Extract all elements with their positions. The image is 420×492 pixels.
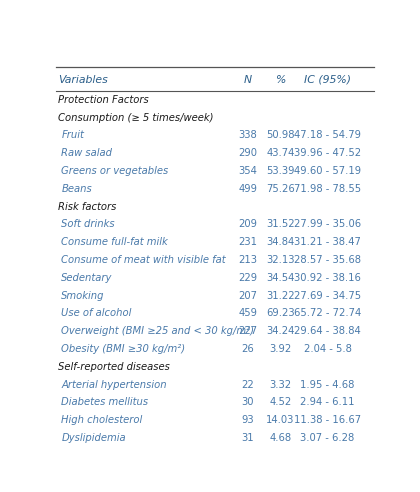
Text: Sedentary: Sedentary <box>61 273 113 283</box>
Text: 34.84: 34.84 <box>266 237 294 247</box>
Text: 71.98 - 78.55: 71.98 - 78.55 <box>294 184 361 194</box>
Text: 31: 31 <box>241 433 254 443</box>
Text: 499: 499 <box>238 184 257 194</box>
Text: 53.39: 53.39 <box>266 166 294 176</box>
Text: Risk factors: Risk factors <box>58 202 116 212</box>
Text: 49.60 - 57.19: 49.60 - 57.19 <box>294 166 361 176</box>
Text: %: % <box>275 75 286 85</box>
Text: 3.07 - 6.28: 3.07 - 6.28 <box>300 433 354 443</box>
Text: Dyslipidemia: Dyslipidemia <box>61 433 126 443</box>
Text: 354: 354 <box>239 166 257 176</box>
Text: 30.92 - 38.16: 30.92 - 38.16 <box>294 273 361 283</box>
Text: 22: 22 <box>241 380 254 390</box>
Text: 231: 231 <box>238 237 257 247</box>
Text: 338: 338 <box>239 130 257 140</box>
Text: Raw salad: Raw salad <box>61 148 112 158</box>
Text: Consume of meat with visible fat: Consume of meat with visible fat <box>61 255 226 265</box>
Text: 39.96 - 47.52: 39.96 - 47.52 <box>294 148 361 158</box>
Text: 4.68: 4.68 <box>269 433 291 443</box>
Text: Smoking: Smoking <box>61 291 105 301</box>
Text: 3.32: 3.32 <box>269 380 291 390</box>
Text: 69.23: 69.23 <box>266 308 295 318</box>
Text: 459: 459 <box>238 308 257 318</box>
Text: 27.69 - 34.75: 27.69 - 34.75 <box>294 291 361 301</box>
Text: Overweight (BMI ≥25 and < 30 kg/m²): Overweight (BMI ≥25 and < 30 kg/m²) <box>61 326 254 336</box>
Text: 28.57 - 35.68: 28.57 - 35.68 <box>294 255 361 265</box>
Text: 65.72 - 72.74: 65.72 - 72.74 <box>294 308 361 318</box>
Text: IC (95%): IC (95%) <box>304 75 351 85</box>
Text: 93: 93 <box>241 415 254 425</box>
Text: 26: 26 <box>241 344 254 354</box>
Text: High cholesterol: High cholesterol <box>61 415 142 425</box>
Text: 30: 30 <box>241 398 254 407</box>
Text: Self-reported diseases: Self-reported diseases <box>58 362 170 372</box>
Text: N: N <box>244 75 252 85</box>
Text: 34.54: 34.54 <box>266 273 294 283</box>
Text: 27.99 - 35.06: 27.99 - 35.06 <box>294 219 361 229</box>
Text: 34.24: 34.24 <box>266 326 294 336</box>
Text: Fruit: Fruit <box>61 130 84 140</box>
Text: 2.04 - 5.8: 2.04 - 5.8 <box>304 344 352 354</box>
Text: 31.21 - 38.47: 31.21 - 38.47 <box>294 237 361 247</box>
Text: 31.52: 31.52 <box>266 219 295 229</box>
Text: 75.26: 75.26 <box>266 184 295 194</box>
Text: Greens or vegetables: Greens or vegetables <box>61 166 168 176</box>
Text: 4.52: 4.52 <box>269 398 291 407</box>
Text: Use of alcohol: Use of alcohol <box>61 308 131 318</box>
Text: 31.22: 31.22 <box>266 291 295 301</box>
Text: 290: 290 <box>238 148 257 158</box>
Text: Protection Factors: Protection Factors <box>58 95 149 105</box>
Text: 1.95 - 4.68: 1.95 - 4.68 <box>300 380 355 390</box>
Text: Beans: Beans <box>61 184 92 194</box>
Text: 209: 209 <box>238 219 257 229</box>
Text: 50.98: 50.98 <box>266 130 294 140</box>
Text: 29.64 - 38.84: 29.64 - 38.84 <box>294 326 361 336</box>
Text: 11.38 - 16.67: 11.38 - 16.67 <box>294 415 361 425</box>
Text: Arterial hypertension: Arterial hypertension <box>61 380 167 390</box>
Text: 213: 213 <box>238 255 257 265</box>
Text: 43.74: 43.74 <box>266 148 294 158</box>
Text: Soft drinks: Soft drinks <box>61 219 115 229</box>
Text: 227: 227 <box>238 326 257 336</box>
Text: 229: 229 <box>238 273 257 283</box>
Text: Variables: Variables <box>58 75 108 85</box>
Text: Obesity (BMI ≥30 kg/m²): Obesity (BMI ≥30 kg/m²) <box>61 344 185 354</box>
Text: 2.94 - 6.11: 2.94 - 6.11 <box>300 398 355 407</box>
Text: 3.92: 3.92 <box>269 344 291 354</box>
Text: Consume full-fat milk: Consume full-fat milk <box>61 237 168 247</box>
Text: Consumption (≥ 5 times/week): Consumption (≥ 5 times/week) <box>58 113 213 123</box>
Text: 32.13: 32.13 <box>266 255 294 265</box>
Text: 207: 207 <box>238 291 257 301</box>
Text: 14.03: 14.03 <box>266 415 294 425</box>
Text: 47.18 - 54.79: 47.18 - 54.79 <box>294 130 361 140</box>
Text: Diabetes mellitus: Diabetes mellitus <box>61 398 148 407</box>
